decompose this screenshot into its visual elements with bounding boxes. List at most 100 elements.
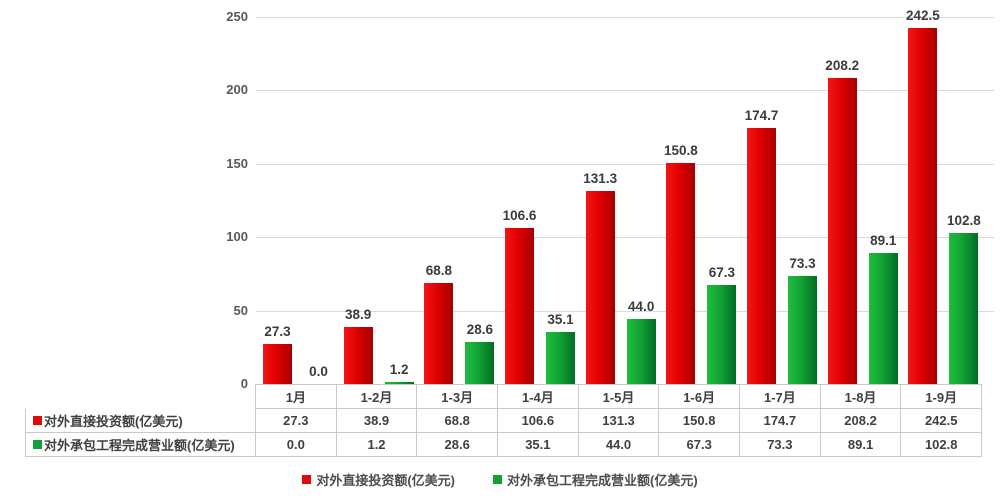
table-category-header: 1-5月 [578, 384, 660, 409]
category-column: 38.9 1.2 [337, 17, 418, 384]
series-swatch-green [33, 440, 42, 449]
series-name-text: 对外直接投资额(亿美元) [44, 414, 183, 429]
bar-value-label: 0.0 [309, 364, 328, 379]
category-column: 208.2 89.1 [821, 17, 902, 384]
bar-contract-revenue [465, 342, 495, 384]
legend-item-contract-revenue: 对外承包工程完成营业额(亿美元) [493, 470, 698, 489]
series-swatch-red [33, 416, 42, 425]
category-column: 106.6 35.1 [498, 17, 579, 384]
bar-contract-revenue [788, 276, 818, 384]
table-value-cell: 208.2 [820, 409, 902, 433]
category-column: 68.8 28.6 [417, 17, 498, 384]
gridline [256, 237, 994, 239]
series-name-text: 对外承包工程完成营业额(亿美元) [44, 438, 235, 453]
y-axis-tick-label: 50 [233, 302, 248, 318]
y-axis-tick-label: 100 [226, 229, 248, 245]
y-axis-tick-label: 0 [240, 376, 248, 391]
bar-contract-revenue [546, 332, 576, 384]
table-category-header: 1月 [256, 384, 337, 409]
table-value-cell: 67.3 [659, 433, 741, 457]
bar-contract-revenue [384, 382, 414, 384]
bar-value-label: 150.8 [663, 142, 698, 158]
table-value-cell: 150.8 [659, 409, 741, 433]
table-category-header: 1-2月 [336, 384, 418, 409]
bar-value-label: 67.3 [708, 265, 735, 281]
table-value-cell: 35.1 [498, 433, 579, 457]
bar-value-label: 68.8 [425, 263, 452, 279]
table-value-cell: 106.6 [498, 409, 579, 433]
bar-columns: 27.3 0.0 38.9 1.2 68.8 28.6 106.6 35.1 131.3 44.0… [256, 8, 982, 384]
table-series-label: 对外直接投资额(亿美元) [25, 409, 256, 433]
bar-contract-revenue [949, 233, 979, 384]
table-value-cell: 131.3 [578, 409, 660, 433]
bar-contract-revenue [626, 319, 656, 384]
gridline [256, 90, 994, 92]
bar-direct-investment [666, 162, 696, 384]
bar-value-label: 73.3 [789, 256, 816, 272]
bar-value-label: 1.2 [389, 362, 409, 378]
table-value-cell: 1.2 [336, 433, 418, 457]
y-axis-tick-label: 150 [226, 155, 248, 171]
bar-value-label: 242.5 [905, 8, 940, 24]
table-value-cell: 68.8 [417, 409, 499, 433]
bar-value-label: 131.3 [583, 171, 618, 187]
bar-direct-investment [585, 191, 615, 384]
table-category-header: 1-8月 [820, 384, 902, 409]
legend-label: 对外直接投资额(亿美元) [316, 472, 455, 488]
bar-value-label: 102.8 [946, 213, 981, 229]
table-value-cell: 38.9 [336, 409, 418, 433]
table-category-header: 1-3月 [417, 384, 499, 409]
table-value-cell: 102.8 [901, 433, 983, 457]
gridline [256, 163, 994, 165]
data-table: 1月 1-2月 1-3月 1-4月 1-5月 1-6月 1-7月 1-8月 1-9月对外直接投资… [25, 384, 983, 457]
table-value-cell: 89.1 [820, 433, 902, 457]
legend-item-direct-investment: 对外直接投资额(亿美元) [302, 470, 455, 489]
y-axis-tick-label: 250 [226, 9, 248, 24]
bar-value-label: 174.7 [744, 107, 779, 123]
category-column: 174.7 73.3 [740, 17, 821, 384]
table-value-cell: 27.3 [256, 409, 337, 433]
bar-value-label: 44.0 [628, 299, 655, 315]
bar-direct-investment [827, 78, 857, 384]
table-value-cell: 174.7 [740, 409, 821, 433]
y-axis-tick-label: 200 [226, 82, 248, 98]
plot-area: 27.3 0.0 38.9 1.2 68.8 28.6 106.6 35.1 131.3 44.0… [256, 8, 994, 384]
legend: 对外直接投资额(亿美元) 对外承包工程完成营业额(亿美元) [0, 469, 1000, 489]
table-value-cell: 73.3 [740, 433, 821, 457]
legend-swatch-green [493, 474, 502, 484]
table-series-label: 对外承包工程完成营业额(亿美元) [25, 433, 256, 457]
bar-value-label: 27.3 [264, 323, 291, 339]
table-value-cell: 242.5 [901, 409, 983, 433]
table-corner-cell [25, 384, 256, 409]
category-column: 27.3 0.0 [256, 17, 337, 384]
table-value-cell: 0.0 [256, 433, 337, 457]
bar-value-label: 106.6 [502, 207, 537, 223]
bar-direct-investment [505, 227, 535, 384]
table-category-header: 1-7月 [740, 384, 821, 409]
bar-value-label: 38.9 [345, 306, 372, 322]
category-column: 150.8 67.3 [659, 17, 740, 384]
table-category-header: 1-4月 [498, 384, 579, 409]
gridline [256, 310, 994, 312]
bar-value-label: 35.1 [547, 312, 574, 328]
bar-direct-investment [343, 326, 373, 384]
table-category-header: 1-9月 [901, 384, 983, 409]
table-category-header: 1-6月 [659, 384, 741, 409]
bar-direct-investment [424, 283, 454, 384]
bar-direct-investment [747, 127, 777, 384]
gridline [256, 17, 994, 18]
bar-value-label: 208.2 [825, 58, 860, 74]
bar-direct-investment [263, 343, 292, 384]
category-column: 131.3 44.0 [579, 17, 660, 384]
bar-value-label: 89.1 [870, 233, 897, 249]
bar-value-label: 28.6 [466, 322, 493, 338]
bar-contract-revenue [707, 285, 737, 384]
legend-swatch-red [302, 474, 312, 484]
category-column: 242.5 102.8 [901, 8, 982, 384]
legend-label: 对外承包工程完成营业额(亿美元) [507, 472, 698, 488]
bar-direct-investment [908, 28, 938, 384]
table-value-cell: 28.6 [417, 433, 499, 457]
table-value-cell: 44.0 [578, 433, 660, 457]
bar-contract-revenue [868, 253, 898, 384]
